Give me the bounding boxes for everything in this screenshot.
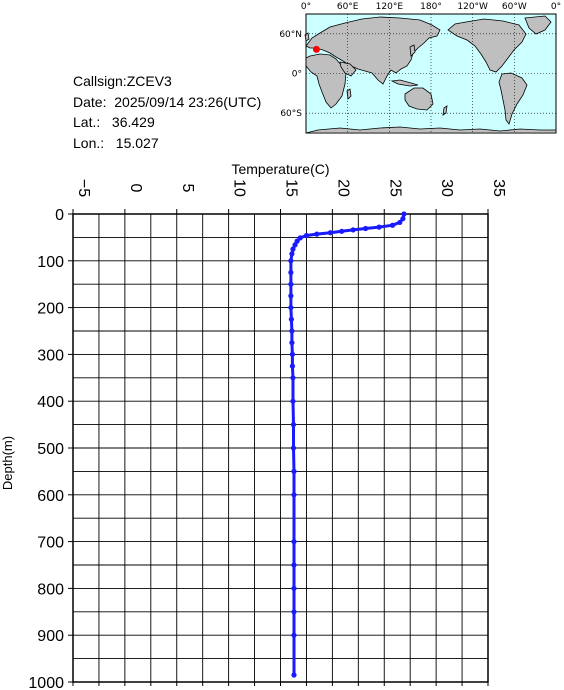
profile-point: [290, 246, 296, 252]
y-axis-title: Depth(m): [0, 436, 15, 490]
profile-point: [290, 375, 296, 381]
profile-point: [288, 281, 294, 287]
profile-point: [289, 363, 296, 369]
x-axis-title: Temperature(C): [231, 161, 329, 177]
map-longitude-label: 0°: [551, 2, 561, 12]
profile-point: [288, 293, 294, 299]
map-longitude-label: 120°W: [457, 2, 488, 12]
profile-point: [291, 562, 297, 568]
profile-point: [290, 445, 297, 451]
profile-point: [292, 242, 298, 248]
map-longitude-label: 0°: [301, 2, 311, 12]
profile-point: [291, 672, 297, 678]
profile-point: [297, 235, 303, 241]
map-latitude-label: 0°: [292, 70, 302, 80]
profile-point: [303, 232, 310, 239]
profile-point: [288, 316, 294, 322]
x-tick-label: 25: [386, 179, 403, 197]
y-tick-label: 100: [37, 254, 64, 271]
profile-point: [289, 351, 296, 357]
date-text: Date: 2025/09/14 23:26(UTC): [73, 94, 262, 110]
profile-point: [291, 539, 297, 545]
x-tick-label: 10: [231, 179, 248, 197]
y-tick-label: 700: [37, 535, 64, 552]
map-land-antarctica: [305, 126, 557, 134]
map-longitude-label: 60°W: [502, 2, 527, 12]
profile-point: [339, 228, 345, 234]
profile-point: [389, 222, 396, 228]
map-latitude-label: 60°N: [279, 30, 302, 40]
station-location-marker: [312, 45, 320, 53]
map-latitude-label: 60°S: [280, 109, 302, 119]
profile-point: [397, 219, 403, 226]
temperature-profile-line: [289, 213, 406, 675]
map-land-arabia: [339, 61, 357, 77]
x-tick-label: 35: [490, 179, 507, 197]
map-land-africa: [305, 53, 347, 109]
profile-point: [362, 225, 369, 232]
map-land-greenland: [524, 15, 552, 35]
y-tick-label: 1000: [28, 675, 64, 690]
y-tick-label: 800: [37, 581, 64, 598]
profile-point: [376, 224, 382, 230]
profile-point: [291, 468, 297, 474]
x-tick-label: 5: [179, 184, 196, 193]
map-longitude-label: 180°: [420, 2, 442, 12]
latitude-text: Lat.: 36.429: [73, 114, 155, 130]
profile-point: [327, 230, 333, 236]
map-land-japan: [409, 44, 416, 57]
y-tick-label: 500: [37, 441, 64, 458]
profile-point: [350, 227, 356, 233]
x-tick-label: 20: [334, 179, 351, 197]
x-tick-label: −5: [75, 179, 92, 197]
callsign-text: Callsign:ZCEV3: [73, 73, 172, 89]
profile-point: [291, 632, 297, 638]
location-map: 0° 60°E 120°E 180° 120°W 60°W 0° 60°N 0° 60°S: [279, 2, 561, 134]
profile-point: [289, 340, 295, 346]
map-land-indonesia: [390, 79, 419, 87]
profile-point: [291, 585, 297, 592]
x-tick-label: 15: [283, 179, 300, 197]
profile-point: [290, 398, 296, 404]
profile-point: [289, 251, 295, 257]
profile-point: [288, 258, 294, 264]
map-longitude-label: 60°E: [337, 2, 359, 12]
profile-point: [291, 609, 297, 615]
profile-point: [290, 422, 297, 428]
map-land-new-zealand: [442, 105, 448, 116]
profile-point: [289, 328, 295, 334]
profile-point: [401, 211, 407, 217]
map-land-north-america: [447, 18, 527, 73]
profile-point: [288, 269, 294, 276]
map-land-madagascar: [346, 88, 352, 100]
map-longitude-label: 120°E: [376, 2, 404, 12]
x-tick-label: 30: [438, 179, 455, 197]
y-tick-label: 900: [37, 628, 64, 645]
profile-point: [314, 231, 320, 237]
map-land-britain: [304, 32, 310, 42]
y-tick-label: 600: [37, 488, 64, 505]
profile-point: [288, 305, 294, 311]
map-land-australia: [404, 87, 434, 111]
y-tick-label: 300: [37, 347, 64, 364]
y-tick-label: 0: [55, 207, 64, 224]
profile-point: [400, 216, 406, 222]
y-tick-label: 400: [37, 394, 64, 411]
longitude-text: Lon.: 15.027: [73, 135, 159, 151]
profile-point: [291, 492, 297, 498]
map-land-south-america: [498, 72, 528, 125]
profile-plot: −5 0 5 10 15 20 25 30 35 0 100 200 300 400 500 600 700 80…: [0, 161, 507, 690]
x-tick-label: 0: [127, 184, 144, 193]
y-tick-label: 200: [37, 301, 64, 318]
